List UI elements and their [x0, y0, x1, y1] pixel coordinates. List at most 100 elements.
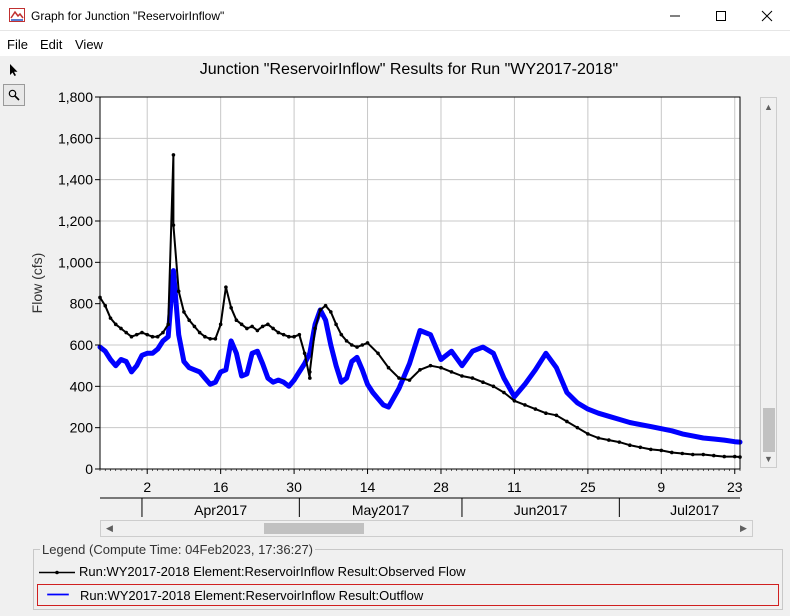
observed-flow-point [334, 322, 338, 327]
observed-flow-point [208, 337, 212, 341]
legend-title: Legend (Compute Time: 04Feb2023, 17:36:2… [40, 542, 316, 557]
month-label: Jul2017 [670, 502, 719, 518]
scroll-right-icon[interactable]: ▶ [740, 523, 747, 533]
y-tick-label: 1,600 [58, 130, 93, 146]
y-tick-label: 0 [85, 461, 93, 477]
legend-label-observed: Run:WY2017-2018 Element:ReservoirInflow … [79, 564, 466, 579]
vertical-scroll-thumb[interactable] [763, 408, 775, 452]
observed-flow-point [155, 334, 160, 339]
y-tick-label: 1,000 [58, 254, 93, 270]
observed-flow-point [470, 376, 475, 380]
observed-flow-point [350, 343, 354, 347]
observed-flow-point [103, 303, 108, 308]
observed-flow-point [722, 454, 727, 459]
maximize-button[interactable] [698, 0, 744, 31]
y-tick-label: 800 [70, 296, 94, 312]
observed-flow-point [360, 343, 365, 347]
minimize-icon [670, 15, 680, 16]
observed-flow-line [99, 153, 741, 458]
observed-flow-point [386, 365, 391, 370]
observed-flow-point [397, 376, 401, 380]
observed-flow-point [502, 390, 506, 395]
horizontal-scrollbar[interactable]: ◀ ▶ [100, 520, 753, 537]
select-tool-button[interactable] [3, 59, 25, 81]
legend-box [33, 549, 783, 610]
zoom-tool-button[interactable] [3, 84, 25, 106]
legend-swatch-outflow [47, 593, 69, 596]
observed-flow-point [512, 399, 517, 403]
observed-flow-point [255, 328, 260, 333]
observed-flow-point [523, 403, 527, 407]
observed-flow-point [308, 376, 312, 380]
observed-flow-point [329, 310, 333, 314]
legend-item-outflow[interactable]: Run:WY2017-2018 Element:ReservoirInflow … [37, 584, 779, 606]
observed-flow-point [418, 368, 422, 372]
observed-flow-point [271, 326, 275, 331]
observed-flow-point [119, 326, 123, 331]
x-tick-label: 28 [433, 479, 449, 495]
x-tick-label: 2 [143, 479, 151, 495]
menu-view[interactable]: View [75, 37, 103, 52]
observed-flow-point [690, 452, 695, 457]
y-tick-label: 1,200 [58, 213, 93, 229]
observed-flow-point [171, 223, 176, 227]
observed-flow-point [344, 339, 349, 343]
x-tick-label: 9 [657, 479, 665, 495]
legend-item-observed-flow[interactable]: Run:WY2017-2018 Element:ReservoirInflow … [37, 561, 779, 583]
observed-flow-point [554, 413, 559, 418]
vertical-scrollbar[interactable]: ▲ ▼ [760, 97, 777, 468]
observed-flow-point [197, 330, 202, 335]
observed-flow-point [229, 306, 233, 310]
app-icon [9, 8, 25, 22]
observed-flow-point [108, 316, 113, 320]
observed-flow-point [701, 452, 706, 457]
observed-flow-point [313, 326, 317, 331]
series-observed-flow [98, 153, 742, 459]
y-tick-label: 1,400 [58, 172, 93, 188]
month-label: May2017 [352, 502, 410, 518]
menu-edit[interactable]: Edit [40, 37, 63, 52]
observed-flow-point [161, 330, 165, 335]
scroll-left-icon[interactable]: ◀ [106, 523, 113, 533]
observed-flow-point [680, 451, 685, 456]
observed-flow-point [670, 450, 674, 455]
observed-flow-point [575, 425, 580, 430]
observed-flow-point [323, 303, 328, 308]
observed-flow-point [250, 324, 254, 329]
horizontal-scroll-thumb[interactable] [264, 523, 364, 534]
maximize-icon [716, 10, 726, 21]
observed-flow-point [596, 436, 601, 440]
magnifier-icon [8, 89, 20, 101]
observed-flow-point [245, 326, 249, 331]
observed-flow-point [533, 407, 538, 411]
observed-flow-point [260, 324, 265, 329]
observed-flow-point [192, 324, 197, 329]
observed-flow-point [239, 322, 244, 327]
observed-flow-point [134, 332, 139, 337]
observed-flow-point [266, 322, 270, 327]
menu-file[interactable]: File [7, 37, 28, 52]
observed-flow-point [276, 330, 281, 335]
observed-flow-point [460, 374, 464, 378]
y-axis-label: Flow (cfs) [29, 253, 45, 314]
close-button[interactable] [744, 0, 790, 31]
observed-flow-point [297, 332, 302, 337]
observed-flow-point [449, 370, 454, 374]
series-outflow [97, 268, 743, 445]
observed-flow-point [439, 365, 443, 370]
observed-flow-point [617, 440, 622, 444]
chart-title: Junction "ReservoirInflow" Results for R… [199, 61, 619, 78]
observed-flow-point [187, 318, 191, 323]
scroll-down-icon[interactable]: ▼ [764, 453, 773, 464]
observed-flow-point [203, 334, 207, 339]
observed-flow-point [182, 310, 186, 314]
observed-flow-point [129, 334, 134, 339]
observed-flow-point [544, 411, 548, 416]
observed-flow-point [113, 322, 118, 327]
scroll-up-icon[interactable]: ▲ [764, 101, 773, 112]
x-tick-label: 23 [727, 479, 743, 495]
observed-flow-point [166, 322, 170, 327]
observed-flow-point [565, 419, 569, 424]
minimize-button[interactable] [652, 0, 698, 31]
plot-border [99, 96, 741, 470]
